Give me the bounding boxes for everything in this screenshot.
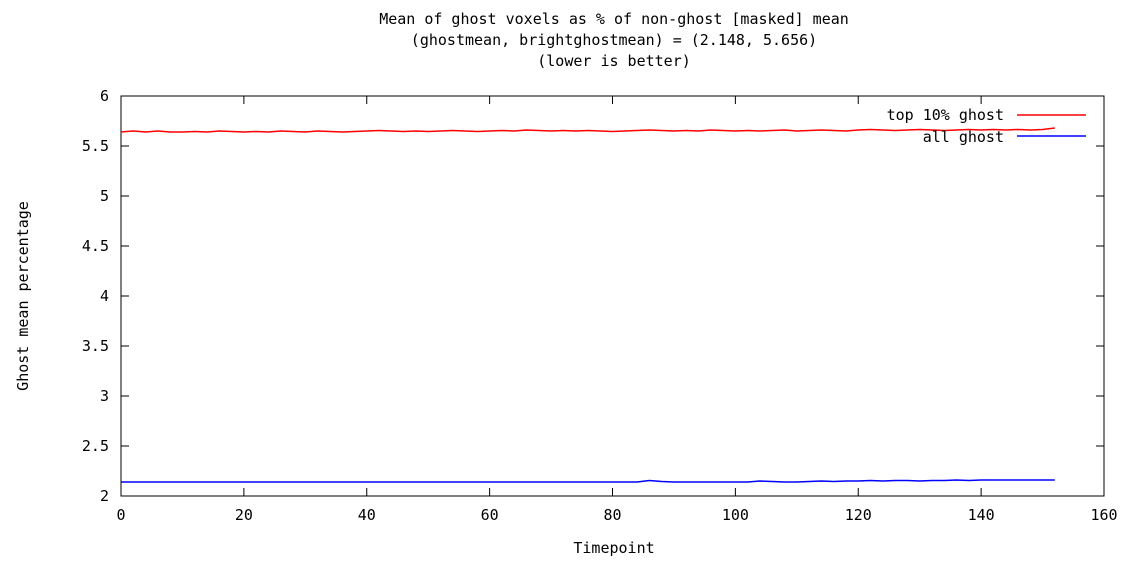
x-tick-label: 100 — [722, 506, 749, 524]
x-axis-label: Timepoint — [573, 539, 654, 557]
y-tick-label: 6 — [100, 87, 109, 105]
legend-label-all-ghost: all ghost — [923, 128, 1004, 146]
x-tick-label: 20 — [235, 506, 253, 524]
y-tick-label: 5.5 — [82, 137, 109, 155]
y-axis-tick-labels: 2 2.5 3 3.5 4 4.5 5 5.5 6 — [82, 87, 109, 505]
y-tick-label: 3.5 — [82, 337, 109, 355]
y-tick-label: 4 — [100, 287, 109, 305]
x-tick-label: 140 — [968, 506, 995, 524]
x-tick-label: 60 — [481, 506, 499, 524]
series-lines — [120, 127, 1055, 483]
y-tick-label: 4.5 — [82, 237, 109, 255]
x-tick-label: 160 — [1090, 506, 1117, 524]
series-line-top-10-ghost — [120, 127, 1055, 133]
x-tick-label: 80 — [603, 506, 621, 524]
x-axis-ticks — [120, 96, 1105, 496]
y-axis-label: Ghost mean percentage — [14, 201, 32, 391]
y-tick-label: 3 — [100, 387, 109, 405]
y-tick-label: 2.5 — [82, 437, 109, 455]
legend-label-top-10-ghost: top 10% ghost — [887, 106, 1004, 124]
y-tick-label: 5 — [100, 187, 109, 205]
y-axis-ticks — [121, 95, 1104, 497]
chart-title-line-3: (lower is better) — [537, 52, 691, 70]
x-tick-label: 120 — [845, 506, 872, 524]
y-tick-label: 2 — [100, 487, 109, 505]
x-tick-label: 0 — [116, 506, 125, 524]
legend: top 10% ghost all ghost — [887, 106, 1086, 146]
chart-title-line-1: Mean of ghost voxels as % of non-ghost [… — [379, 10, 849, 28]
chart-title-line-2: (ghostmean, brightghostmean) = (2.148, 5… — [411, 31, 817, 49]
x-tick-label: 40 — [358, 506, 376, 524]
series-line-all-ghost — [121, 479, 1055, 483]
x-axis-tick-labels: 0 20 40 60 80 100 120 140 160 — [116, 506, 1117, 524]
